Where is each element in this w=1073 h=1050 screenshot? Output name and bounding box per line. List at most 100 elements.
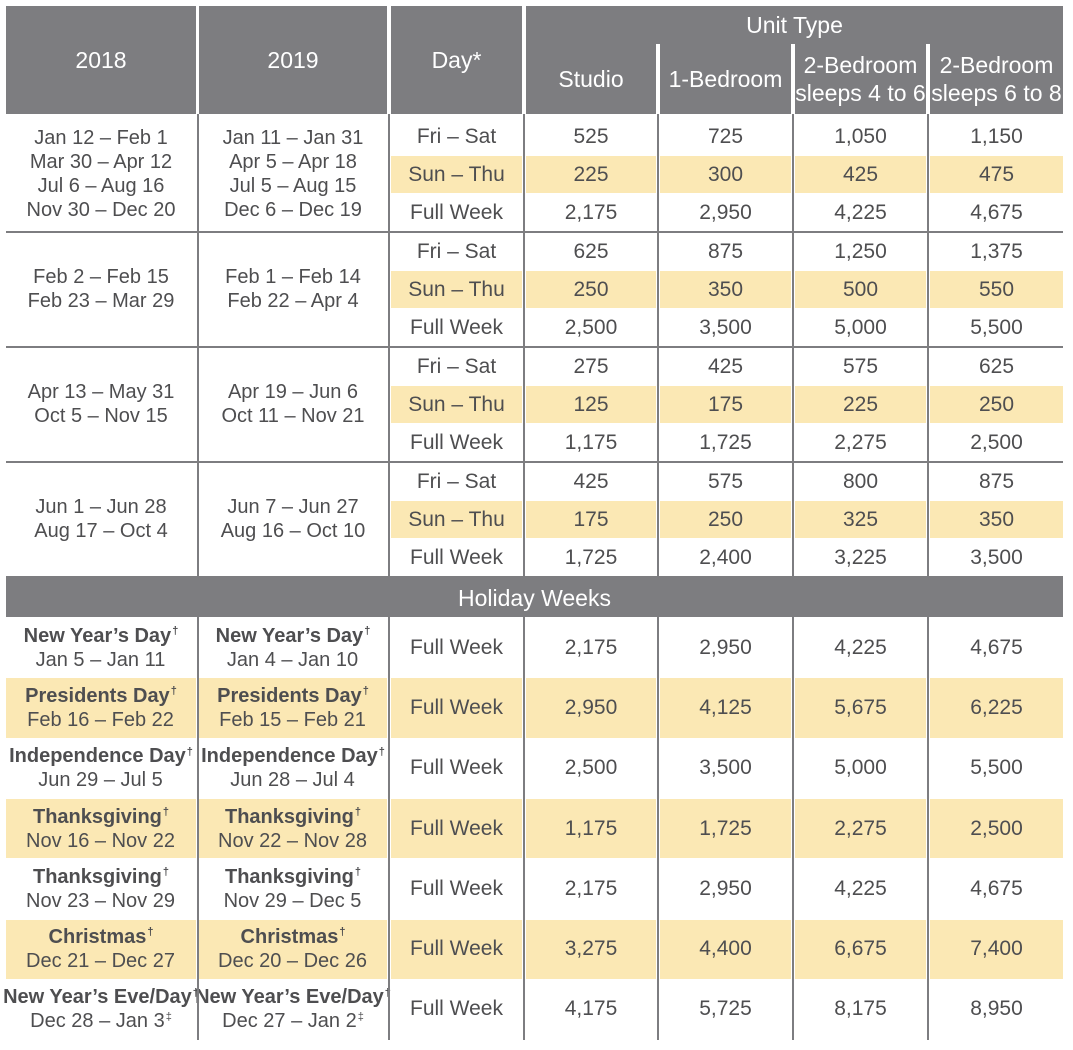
rate-cell: 5,000 xyxy=(834,315,887,339)
rate-cell: 2,275 xyxy=(795,798,926,859)
column-divider xyxy=(927,617,929,1040)
date-range: Dec 6 – Dec 19 xyxy=(224,199,362,221)
column-divider xyxy=(523,114,525,577)
rate-cell: 4,125 xyxy=(660,678,791,738)
day-cell: Sun – Thu xyxy=(391,501,522,538)
season-dates-2019: Feb 1 – Feb 14 Feb 22 – Apr 4 xyxy=(199,232,387,346)
holiday-name-text: New Year’s Day xyxy=(23,624,172,647)
header-day: Day* xyxy=(391,6,522,114)
holiday-dates: Nov 29 – Dec 5 xyxy=(224,889,363,913)
rate-cell: 2,950 xyxy=(699,200,752,224)
rate-cell: 575 xyxy=(842,354,879,378)
dagger-mark: † xyxy=(385,987,391,999)
rate-cell: 625 xyxy=(573,239,609,263)
season-dates-2018: Jan 12 – Feb 1 Mar 30 – Apr 12 Jul 6 – Aug… xyxy=(6,117,196,231)
date-range: Jul 5 – Aug 15 xyxy=(229,175,357,197)
rate-cell: 5,675 xyxy=(795,678,926,738)
rate-cell: 2,175 xyxy=(564,635,618,659)
rate-cell: 2,950 xyxy=(526,678,656,738)
holiday-dates-text: Dec 27 – Jan 2 xyxy=(222,1010,357,1033)
rate-cell: 525 xyxy=(573,124,609,148)
date-range: Mar 30 – Apr 12 xyxy=(29,151,173,173)
holiday-dates: Jun 29 – Jul 5 xyxy=(38,768,164,792)
column-divider xyxy=(197,617,199,1040)
dagger-mark: † xyxy=(186,745,193,758)
holiday-dates: Jan 4 – Jan 10 xyxy=(227,648,359,672)
rate-cell: 8,950 xyxy=(970,997,1023,1021)
rate-cell: 175 xyxy=(660,386,791,423)
rate-cell: 1,050 xyxy=(834,124,887,148)
rate-cell: 1,150 xyxy=(970,124,1023,148)
column-divider xyxy=(523,617,525,1040)
date-range: Jun 1 – Jun 28 xyxy=(35,496,167,518)
season-divider xyxy=(6,461,1063,463)
column-divider xyxy=(388,617,390,1040)
holiday-name-text: Thanksgiving xyxy=(32,865,162,888)
season-dates-2019: Apr 19 – Jun 6 Oct 11 – Nov 21 xyxy=(199,347,387,461)
rate-cell: 5,725 xyxy=(699,997,752,1021)
column-divider xyxy=(792,114,794,577)
day-cell: Full Week xyxy=(410,756,503,780)
rate-cell: 1,725 xyxy=(660,798,791,859)
holiday-2019: Thanksgiving† Nov 22 – Nov 28 xyxy=(199,798,387,859)
date-range: Apr 19 – Jun 6 xyxy=(227,381,359,403)
header-2019: 2019 xyxy=(199,6,387,114)
holiday-name: Presidents Day† xyxy=(217,684,369,708)
rate-cell: 4,675 xyxy=(970,200,1023,224)
day-cell: Full Week xyxy=(410,876,503,900)
header-unit-type: Unit Type xyxy=(526,6,1063,44)
season-dates-2018: Apr 13 – May 31 Oct 5 – Nov 15 xyxy=(6,347,196,461)
holiday-name-text: Christmas xyxy=(48,926,147,949)
season-divider xyxy=(6,346,1063,348)
rate-cell: 4,175 xyxy=(564,997,618,1021)
holiday-name: New Year’s Eve/Day† xyxy=(3,985,199,1009)
day-cell: Fri – Sat xyxy=(416,469,497,493)
holiday-dates-text: Nov 16 – Nov 22 xyxy=(26,829,175,852)
date-range: Jul 6 – Aug 16 xyxy=(37,175,165,197)
rate-cell: 1,175 xyxy=(526,798,656,859)
rate-cell: 4,225 xyxy=(834,635,887,659)
header-divider xyxy=(791,44,795,114)
holiday-name-text: New Year’s Eve/Day xyxy=(3,986,192,1009)
holiday-dates-text: Jun 29 – Jul 5 xyxy=(38,769,163,792)
rate-cell: 550 xyxy=(930,271,1063,308)
rate-cell: 7,400 xyxy=(930,919,1063,979)
holiday-name-text: Independence Day xyxy=(201,745,378,768)
column-divider xyxy=(792,617,794,1040)
holiday-2018: Christmas† Dec 21 – Dec 27 xyxy=(6,919,196,979)
holiday-name-text: Presidents Day xyxy=(25,684,170,707)
date-range: Oct 11 – Nov 21 xyxy=(221,405,365,427)
rate-cell: 5,500 xyxy=(970,756,1023,780)
holiday-dates: Jun 28 – Jul 4 xyxy=(230,768,356,792)
rate-cell: 350 xyxy=(660,271,791,308)
rate-cell: 250 xyxy=(526,271,656,308)
rate-cell: 1,725 xyxy=(564,545,618,569)
day-cell: Full Week xyxy=(410,545,503,569)
holiday-name: Independence Day† xyxy=(201,744,385,768)
holiday-dates-text: Feb 16 – Feb 22 xyxy=(27,708,174,731)
season-dates-2018: Feb 2 – Feb 15 Feb 23 – Mar 29 xyxy=(6,232,196,346)
rate-cell: 625 xyxy=(978,354,1015,378)
dagger-mark: † xyxy=(172,624,179,637)
dagger-mark: † xyxy=(354,866,362,879)
holiday-dates-text: Jan 5 – Jan 11 xyxy=(35,648,166,671)
holiday-name-text: New Year’s Day xyxy=(215,624,364,647)
header-two-bedroom-6-8-line2: sleeps 6 to 8 xyxy=(931,80,1062,106)
header-divider xyxy=(926,44,930,114)
day-cell: Fri – Sat xyxy=(416,239,497,263)
holiday-2018: Presidents Day† Feb 16 – Feb 22 xyxy=(6,678,196,738)
dagger-mark: † xyxy=(162,805,170,818)
holiday-name: Thanksgiving† xyxy=(225,865,361,889)
holiday-2019: New Year’s Eve/Day†Dec 27 – Jan 2‡ xyxy=(195,980,391,1039)
rate-cell: 4,675 xyxy=(970,876,1023,900)
header-two-bedroom-6-8: 2-Bedroom sleeps 6 to 8 xyxy=(930,44,1063,114)
holiday-2019: Christmas† Dec 20 – Dec 26 xyxy=(199,919,387,979)
holiday-dates-text: Dec 21 – Dec 27 xyxy=(26,950,175,973)
rate-cell: 225 xyxy=(526,156,656,193)
holiday-name: Thanksgiving† xyxy=(33,805,169,829)
holiday-dates-text: Nov 29 – Dec 5 xyxy=(223,889,362,912)
holiday-dates-text: Dec 20 – Dec 26 xyxy=(218,950,367,973)
holiday-dates: Dec 28 – Jan 3‡ xyxy=(30,1009,172,1033)
date-range: Feb 1 – Feb 14 xyxy=(225,266,361,288)
column-divider xyxy=(388,114,390,577)
